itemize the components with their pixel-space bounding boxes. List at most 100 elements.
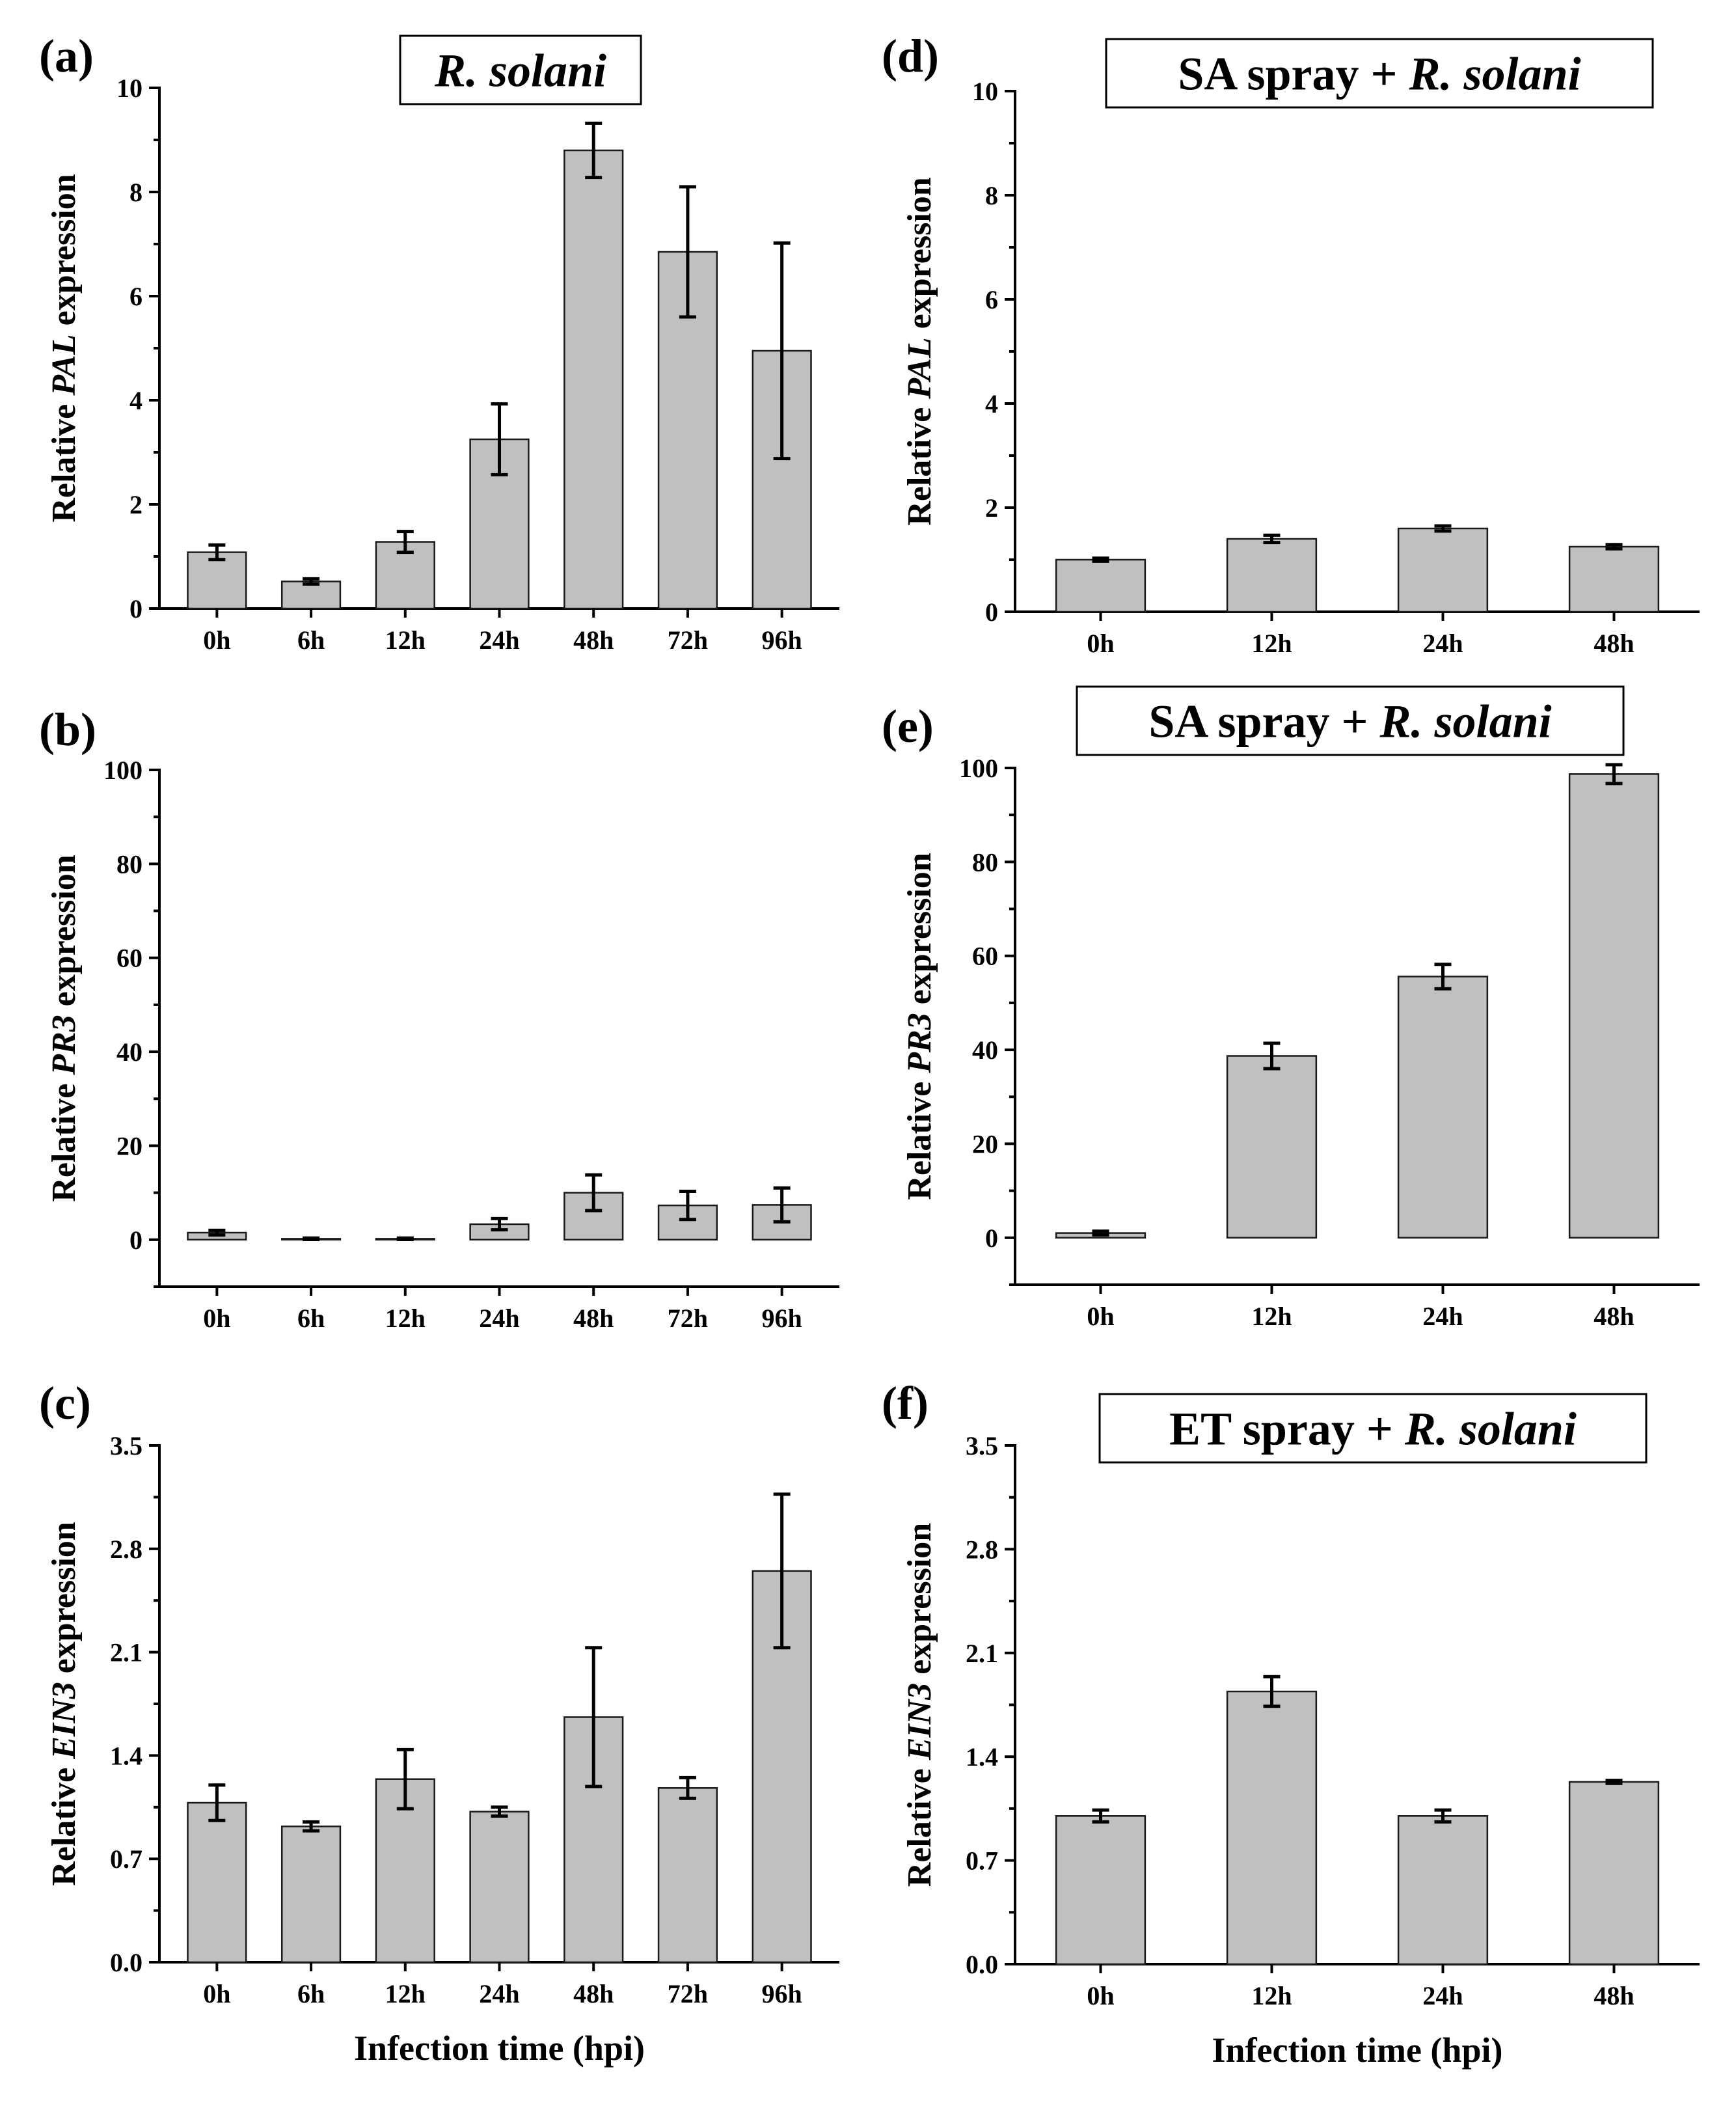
y-tick-label: 10: [972, 77, 998, 106]
x-tick-label: 48h: [573, 1979, 614, 2008]
y-tick-label: 2: [129, 490, 142, 519]
bar: [1226, 538, 1318, 613]
x-tick-label: 6h: [297, 625, 325, 655]
y-tick-label: 20: [972, 1129, 998, 1158]
x-tick-label: 0h: [1087, 1981, 1114, 2010]
y-tick-label: 2.8: [966, 1535, 998, 1564]
panel-letter: (d): [882, 30, 939, 82]
y-axis-title: Relative PR3 expression: [901, 853, 938, 1200]
y-tick-label: 2.1: [110, 1638, 142, 1667]
y-tick-label: 1.4: [966, 1742, 998, 1772]
x-tick-label: 48h: [573, 625, 614, 655]
y-tick-label: 0.7: [110, 1844, 142, 1874]
x-tick-label: 24h: [479, 1979, 519, 2008]
chart-title: ET spray + R. solani: [1169, 1403, 1577, 1455]
x-tick-label: 72h: [668, 1979, 708, 2008]
x-tick-label: 48h: [1594, 1981, 1634, 2010]
bar: [1568, 1781, 1660, 1965]
bar: [1226, 1055, 1318, 1239]
y-tick-label: 100: [959, 754, 998, 783]
x-tick-label: 96h: [762, 1304, 802, 1333]
y-tick-label: 80: [116, 849, 142, 879]
bar: [1568, 773, 1660, 1239]
y-tick-label: 6: [129, 282, 142, 311]
bar: [1226, 1690, 1318, 1965]
x-tick-label: 6h: [297, 1979, 325, 2008]
x-tick-label: 12h: [385, 625, 426, 655]
y-tick-label: 2: [985, 493, 998, 523]
bar: [1397, 1815, 1489, 1965]
x-tick-label: 12h: [385, 1304, 426, 1333]
y-tick-label: 0.0: [110, 1948, 142, 1977]
title-box: [399, 34, 642, 105]
x-tick-label: 0h: [203, 1979, 230, 2008]
bar: [469, 1811, 530, 1964]
y-axis-title: Relative EIN3 expression: [901, 1523, 938, 1887]
chart-panel-b: (b) 0 20 40 60 80 100 Relative PR3 expression 0h…: [39, 704, 839, 1333]
x-tick-label: 6h: [297, 1304, 325, 1333]
y-tick-label: 4: [129, 386, 142, 415]
y-tick-label: 100: [103, 756, 142, 785]
chart-panel-e: (e) SA spray + R. solani 0 20 40 60 80 100 Relat…: [882, 685, 1700, 1331]
x-tick-label: 24h: [1422, 1981, 1463, 2010]
x-tick-label: 72h: [668, 625, 708, 655]
chart-panel-d: (d) SA spray + R. solani 0 2 4 6 8 10 Relative P…: [882, 30, 1700, 658]
chart-panel-f: (f) ET spray + R. solani 0.0 0.7 1.4 2.1 2.8 3.…: [882, 1377, 1700, 2070]
bar: [1055, 558, 1146, 613]
y-tick-label: 8: [129, 178, 142, 207]
chart-title: SA spray + R. solani: [1148, 696, 1551, 748]
x-tick-label: 12h: [385, 1979, 426, 2008]
bar: [1397, 527, 1489, 613]
y-tick-label: 60: [972, 942, 998, 971]
x-tick-label: 12h: [1251, 1302, 1292, 1331]
x-tick-label: 96h: [762, 625, 802, 655]
x-tick-label: 24h: [1422, 629, 1463, 658]
panel-letter: (c): [39, 1377, 91, 1429]
x-axis-title: Infection time (hpi): [354, 2029, 645, 2068]
chart-title: SA spray + R. solani: [1178, 48, 1580, 100]
y-tick-label: 6: [985, 285, 998, 314]
x-tick-label: 0h: [203, 625, 230, 655]
y-tick-label: 0.7: [966, 1846, 998, 1876]
title-box: [1105, 38, 1654, 109]
bar: [1055, 1815, 1146, 1965]
y-tick-label: 3.5: [966, 1431, 998, 1460]
y-tick-label: 40: [116, 1037, 142, 1067]
y-tick-label: 10: [116, 74, 142, 103]
y-tick-label: 0: [129, 1225, 142, 1255]
bar: [1568, 545, 1660, 613]
title-box: [1076, 685, 1625, 756]
y-axis-title: Relative EIN3 expression: [46, 1522, 83, 1886]
x-tick-label: 24h: [1422, 1302, 1463, 1331]
x-tick-label: 96h: [762, 1979, 802, 2008]
x-axis-title: Infection time (hpi): [1212, 2031, 1503, 2070]
bar: [563, 149, 624, 610]
x-tick-label: 48h: [1594, 1302, 1634, 1331]
y-tick-label: 4: [985, 389, 998, 418]
panel-letter: (e): [882, 700, 934, 752]
chart-title: R. solani: [434, 45, 606, 97]
chart-panel-a: (a) R. solani 0 2 4 6 8 10 Relative PAL expressi…: [39, 30, 839, 655]
bar: [187, 1801, 247, 1964]
panel-letter: (a): [39, 30, 94, 82]
y-axis-title: Relative PR3 expression: [46, 855, 83, 1202]
y-tick-label: 0: [985, 597, 998, 627]
y-tick-label: 0.0: [966, 1950, 998, 1979]
y-tick-label: 8: [985, 181, 998, 210]
panel-letter: (f): [882, 1377, 929, 1429]
x-tick-label: 24h: [479, 625, 519, 655]
y-tick-label: 3.5: [110, 1431, 142, 1460]
bar: [280, 1826, 342, 1964]
y-tick-label: 2.1: [966, 1639, 998, 1668]
y-tick-label: 80: [972, 847, 998, 877]
y-axis-title: Relative PAL expression: [46, 174, 83, 522]
x-tick-label: 0h: [1087, 629, 1114, 658]
panel-letter: (b): [39, 704, 96, 756]
y-tick-label: 1.4: [110, 1741, 142, 1770]
y-tick-label: 20: [116, 1131, 142, 1160]
chart-panel-c: (c) 0.0 0.7 1.4 2.1 2.8 3.5 Relative EIN3 expre…: [39, 1377, 839, 2068]
y-tick-label: 0: [985, 1224, 998, 1253]
x-tick-label: 12h: [1251, 629, 1292, 658]
x-tick-label: 24h: [479, 1304, 519, 1333]
y-tick-label: 40: [972, 1035, 998, 1065]
